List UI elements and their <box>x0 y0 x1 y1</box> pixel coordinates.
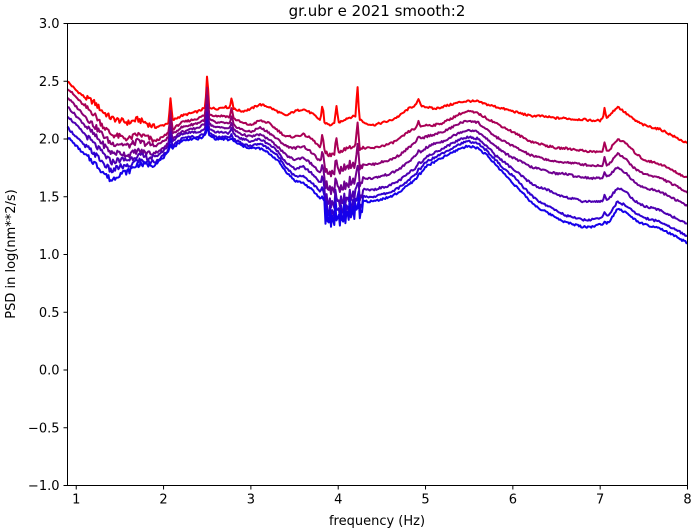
series-line-5 <box>66 111 688 225</box>
x-tick-label: 4 <box>334 493 342 508</box>
y-tick-label: 3.0 <box>39 17 60 32</box>
x-tick-label: 5 <box>421 493 429 508</box>
series-line-7 <box>66 125 689 245</box>
series-line-4 <box>67 103 689 207</box>
y-tick-label: 0.0 <box>39 364 60 379</box>
y-tick-label: 1.5 <box>39 190 60 205</box>
y-axis-label: PSD in log(nm**2/s) <box>4 189 19 319</box>
chart-title: gr.ubr e 2021 smooth:2 <box>289 2 466 20</box>
series-line-3 <box>66 94 689 194</box>
x-tick-label: 2 <box>159 493 167 508</box>
y-tick-label: 0.5 <box>39 306 60 321</box>
x-tick-label: 1 <box>72 493 80 508</box>
y-tick-label: −1.0 <box>28 479 60 494</box>
series-line-1 <box>67 75 688 144</box>
x-tick-label: 3 <box>247 493 255 508</box>
y-ticks: −1.0 −0.5 0.0 0.5 1.0 1.5 2.0 2.5 3.0 <box>28 17 68 494</box>
x-ticks: 1 2 3 4 5 6 7 8 <box>72 485 692 508</box>
series-line-6 <box>66 119 688 238</box>
y-tick-label: 2.5 <box>39 75 60 90</box>
series-line-2 <box>66 86 689 179</box>
x-tick-label: 7 <box>596 493 604 508</box>
x-tick-label: 6 <box>509 493 517 508</box>
y-tick-label: 1.0 <box>39 248 60 263</box>
y-tick-label: −0.5 <box>28 421 60 436</box>
y-tick-label: 2.0 <box>39 133 60 148</box>
x-tick-label: 8 <box>683 493 691 508</box>
x-axis-label: frequency (Hz) <box>329 514 425 529</box>
series-group <box>66 75 689 245</box>
